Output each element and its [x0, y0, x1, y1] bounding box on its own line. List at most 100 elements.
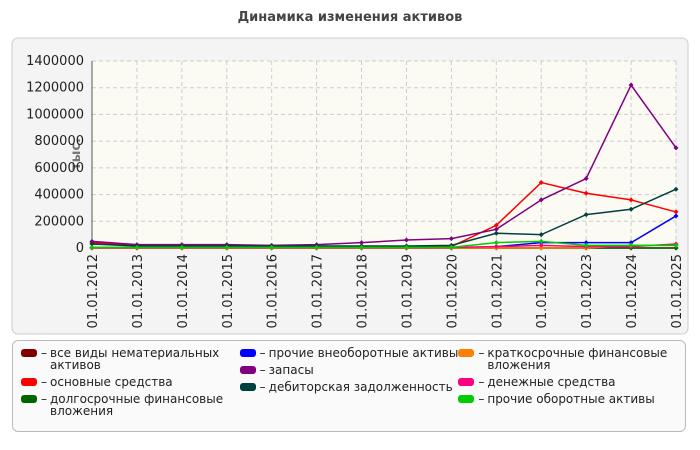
legend-label: прочие оборотные активы	[487, 392, 655, 406]
legend-item: – денежные средства	[458, 376, 677, 388]
point	[538, 242, 544, 248]
point	[583, 212, 589, 218]
legend-item: – долгосрочные финансовые вложения	[21, 393, 240, 417]
point	[673, 213, 679, 219]
legend-separator: –	[478, 375, 485, 389]
y-axis-label: тыс.	[69, 138, 84, 170]
point	[179, 244, 185, 250]
legend-item: – прочие внеоборотные активы	[239, 346, 459, 360]
point	[673, 145, 679, 151]
series-line	[91, 188, 677, 247]
x-tick-label: 01.01.2022	[535, 254, 550, 328]
legend-swatch	[239, 349, 256, 357]
point	[583, 242, 589, 248]
plot-area	[92, 61, 676, 248]
legend-label: основные средства	[50, 375, 173, 389]
point	[493, 222, 499, 228]
legend-separator: –	[259, 346, 266, 360]
legend-swatch	[239, 383, 256, 391]
point	[538, 197, 544, 203]
point	[493, 244, 499, 250]
series-line	[92, 240, 676, 249]
legend-separator: –	[478, 346, 485, 360]
legend-item: – все виды нематериальных активов	[21, 347, 240, 371]
x-tick-label: 01.01.2019	[400, 254, 415, 328]
legend-swatch	[239, 366, 256, 374]
point	[583, 240, 589, 246]
point	[583, 190, 589, 196]
point	[493, 226, 499, 232]
chart: Динамика изменения активов тыс. 0 200000 4…	[11, 10, 689, 335]
point	[403, 244, 409, 250]
series-line	[91, 83, 677, 247]
x-tick-label: 01.01.2017	[311, 254, 326, 328]
point	[448, 244, 454, 250]
x-tick-label: 01.01.2023	[580, 254, 595, 328]
x-tick-label: 01.01.2014	[176, 254, 191, 328]
point	[628, 197, 634, 203]
point	[493, 230, 499, 236]
y-tick-label: 1400000	[26, 54, 84, 69]
legend-swatch	[458, 349, 475, 357]
legend-column: – все виды нематериальных активов – основны…	[21, 347, 240, 425]
x-tick-label: 01.01.2016	[266, 254, 281, 328]
legend-swatch	[21, 395, 37, 403]
point	[448, 236, 454, 242]
legend-item: – дебиторская задолженность	[239, 380, 459, 394]
point	[583, 176, 589, 182]
point	[224, 244, 230, 250]
point	[538, 232, 544, 238]
point	[89, 238, 95, 244]
point	[673, 209, 679, 215]
x-tick-label: 01.01.2015	[221, 254, 236, 328]
legend-separator: –	[41, 375, 47, 389]
legend-separator: –	[259, 380, 266, 394]
legend: – все виды нематериальных активов – основны…	[12, 340, 686, 432]
legend-separator: –	[41, 392, 47, 406]
chart-title: Динамика изменения активов	[238, 10, 463, 25]
x-tick-label: 01.01.2024	[625, 254, 640, 328]
x-tick-label: 01.01.2018	[356, 254, 371, 328]
point	[673, 242, 679, 248]
point	[628, 206, 634, 212]
legend-label: запасы	[268, 363, 314, 377]
point	[628, 82, 634, 88]
legend-item: – прочие оборотные активы	[458, 393, 677, 405]
legend-label: краткосрочные финансовые вложения	[487, 346, 668, 372]
point	[403, 237, 409, 243]
legend-separator: –	[41, 346, 47, 360]
point	[134, 244, 140, 250]
y-tick-label: 400000	[34, 188, 84, 203]
point	[538, 245, 544, 251]
y-tick-label: 200000	[34, 214, 84, 229]
point	[538, 238, 544, 244]
legend-swatch	[458, 378, 475, 386]
point	[314, 244, 320, 250]
legend-item: – запасы	[239, 363, 459, 377]
legend-item: – основные средства	[21, 376, 240, 388]
legend-column: – прочие внеоборотные активы – запасы – дебит…	[239, 346, 459, 425]
y-tick-label: 0	[76, 241, 84, 256]
point	[493, 240, 499, 246]
y-tick-label: 600000	[34, 161, 84, 176]
x-tick-label: 01.01.2025	[670, 254, 685, 328]
legend-label: денежные средства	[487, 375, 616, 389]
legend-swatch	[21, 349, 37, 357]
legend-item: – краткосрочные финансовые вложения	[458, 347, 677, 371]
y-tick-label: 1200000	[26, 81, 84, 96]
legend-separator: –	[259, 363, 266, 377]
point	[673, 186, 679, 192]
legend-label: дебиторская задолженность	[268, 380, 453, 394]
point	[628, 240, 634, 246]
point	[89, 241, 95, 247]
legend-column: – краткосрочные финансовые вложения – денеж…	[458, 347, 677, 425]
x-tick-label: 01.01.2012	[86, 254, 101, 328]
point	[538, 180, 544, 186]
y-tick-label: 1000000	[26, 107, 84, 122]
legend-label: долгосрочные финансовые вложения	[50, 392, 224, 418]
legend-label: прочие внеоборотные активы	[268, 346, 459, 360]
point	[359, 244, 365, 250]
legend-swatch	[21, 378, 37, 386]
y-tick-label: 800000	[34, 134, 84, 149]
